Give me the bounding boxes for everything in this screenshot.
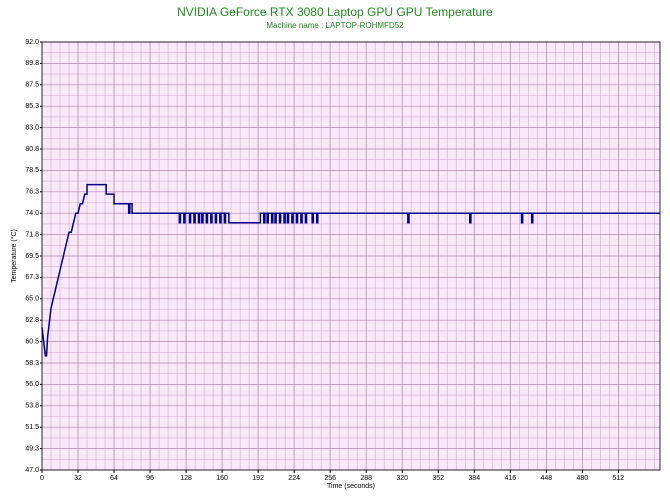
y-tick-label: 53.8: [25, 403, 39, 410]
y-tick-label: 78.5: [25, 167, 39, 174]
y-tick-label: 67.3: [25, 274, 39, 281]
x-tick-label: 512: [613, 475, 625, 482]
x-tick-label: 416: [504, 475, 516, 482]
y-tick-label: 56.0: [25, 381, 39, 388]
x-tick-label: 96: [146, 475, 154, 482]
x-tick-label: 384: [468, 475, 480, 482]
y-tick-label: 92.0: [25, 39, 39, 46]
plot-border: [41, 41, 661, 471]
y-tick-label: 80.8: [25, 146, 39, 153]
data-line: [41, 183, 660, 357]
y-tick-label: 58.3: [25, 360, 39, 367]
x-tick-label: 32: [74, 475, 82, 482]
y-tick-label: 49.3: [25, 445, 39, 452]
x-axis-label: Time (seconds): [327, 483, 375, 490]
y-tick-label: 51.5: [25, 424, 39, 431]
x-tick-label: 160: [216, 475, 228, 482]
chart-title: NVIDIA GeForce RTX 3080 Laptop GPU GPU T…: [177, 5, 493, 19]
y-tick-label: 47.0: [25, 467, 39, 474]
x-tick-label: 224: [288, 475, 300, 482]
x-tick-label: 256: [324, 475, 336, 482]
x-tick-label: 320: [396, 475, 408, 482]
x-tick-label: 288: [360, 475, 372, 482]
y-tick-label: 74.0: [25, 210, 39, 217]
y-tick-label: 65.0: [25, 296, 39, 303]
y-tick-label: 89.8: [25, 60, 39, 67]
y-tick-label: 83.0: [25, 124, 39, 131]
y-tick-label: 85.3: [25, 103, 39, 110]
x-tick-label: 0: [40, 475, 44, 482]
x-tick-label: 128: [180, 475, 192, 482]
y-axis-label: Temperature (°C): [10, 229, 18, 283]
x-tick-label: 448: [540, 475, 552, 482]
y-tick-label: 76.3: [25, 189, 39, 196]
x-tick-label: 352: [432, 475, 444, 482]
x-tick-label: 64: [110, 475, 118, 482]
y-tick-label: 71.8: [25, 231, 39, 238]
chart-subtitle: Machine name : LAPTOP-ROHMFD52: [266, 21, 404, 30]
y-tick-label: 60.5: [25, 338, 39, 345]
x-tick-label: 192: [252, 475, 264, 482]
y-tick-label: 62.8: [25, 317, 39, 324]
y-tick-label: 87.5: [25, 82, 39, 89]
x-tick-label: 480: [576, 475, 588, 482]
y-tick-label: 69.5: [25, 253, 39, 260]
